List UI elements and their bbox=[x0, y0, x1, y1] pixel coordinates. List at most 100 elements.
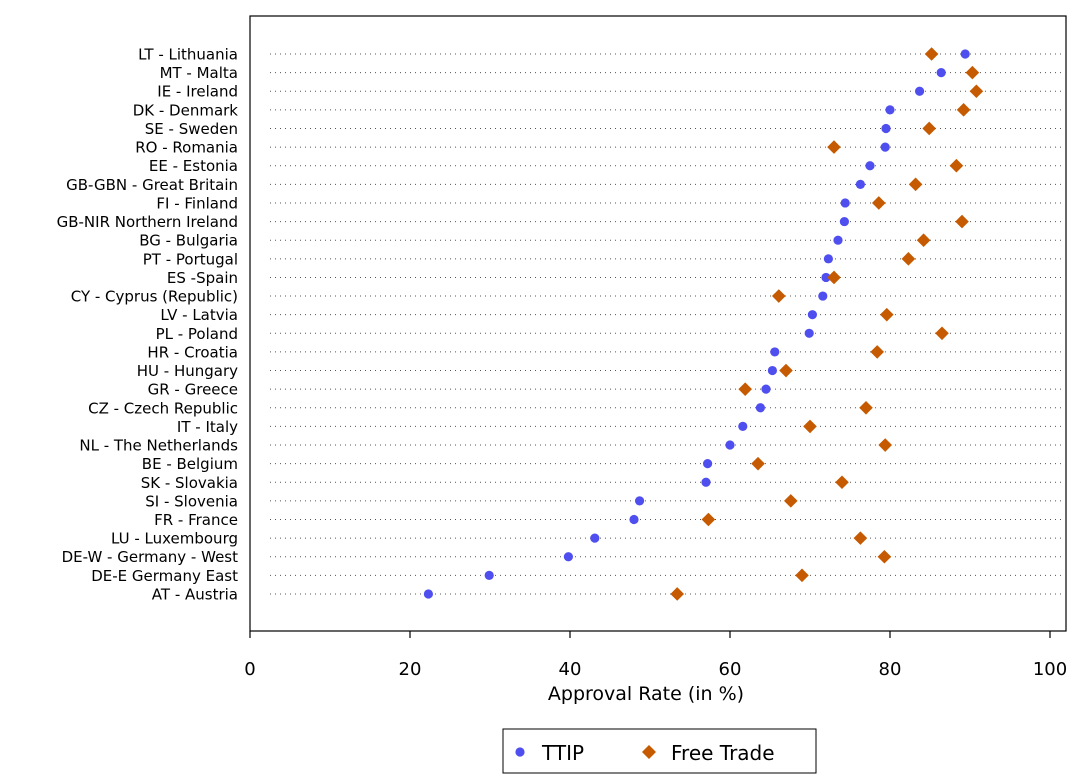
x-tick-label-40: 40 bbox=[559, 659, 582, 680]
ttip-point-pt-portugal bbox=[823, 254, 834, 264]
country-label-ie-ireland: IE - Ireland bbox=[157, 83, 238, 101]
ttip-point-be-belgium bbox=[703, 459, 713, 469]
ttip-point-de-e-germany-east bbox=[484, 570, 494, 580]
free-trade-point-bg-bulgaria bbox=[916, 233, 931, 247]
ttip-point-mt-malta bbox=[936, 68, 946, 78]
country-label-it-italy: IT - Italy bbox=[177, 418, 238, 436]
country-label-mt-malta: MT - Malta bbox=[160, 64, 238, 82]
free-trade-point-pl-poland bbox=[935, 326, 949, 341]
ttip-point-gr-greece bbox=[761, 384, 771, 394]
free-trade-point-cz-czech-republic bbox=[859, 400, 873, 415]
free-trade-point-lu-luxembourg bbox=[853, 531, 868, 545]
country-label-lu-luxembourg: LU - Luxembourg bbox=[111, 530, 238, 548]
ttip-point-hu-hungary bbox=[767, 365, 778, 376]
country-label-sk-slovakia: SK - Slovakia bbox=[141, 474, 238, 492]
ttip-point-ro-romania bbox=[880, 142, 890, 152]
ttip-point-sk-slovakia bbox=[701, 477, 711, 487]
country-label-de-e-germany-east: DE-E Germany East bbox=[91, 567, 238, 585]
ttip-point-gb-nir-northern-ireland bbox=[839, 216, 850, 227]
free-trade-series bbox=[670, 47, 984, 601]
x-axis-ticks: 0 20 40 60 80 100 bbox=[244, 631, 1067, 680]
free-trade-point-ee-estonia bbox=[949, 158, 964, 173]
free-trade-point-sk-slovakia bbox=[835, 475, 849, 490]
free-trade-point-ro-romania bbox=[827, 140, 841, 154]
plot-border bbox=[249, 15, 1067, 632]
ttip-point-de-w-germany-west bbox=[563, 552, 574, 562]
ttip-point-at-austria bbox=[423, 589, 433, 599]
ttip-point-dk-denmark bbox=[885, 105, 895, 115]
country-label-fr-france: FR - France bbox=[154, 511, 238, 529]
free-trade-point-fi-finland bbox=[872, 196, 886, 210]
ttip-point-lv-latvia bbox=[807, 310, 818, 320]
country-label-dk-denmark: DK - Denmark bbox=[133, 101, 239, 119]
free-trade-point-dk-denmark bbox=[956, 103, 971, 117]
legend-free-trade-label: Free Trade bbox=[671, 741, 775, 765]
free-trade-point-be-belgium bbox=[751, 456, 765, 471]
ttip-point-nl-the-netherlands bbox=[725, 440, 735, 450]
country-label-nl-the-netherlands: NL - The Netherlands bbox=[79, 437, 238, 455]
country-label-fi-finland: FI - Finland bbox=[156, 194, 238, 212]
country-label-ee-estonia: EE - Estonia bbox=[149, 157, 238, 175]
country-label-at-austria: AT - Austria bbox=[152, 585, 238, 603]
free-trade-point-gb-gbn-great-britain bbox=[908, 177, 923, 192]
country-label-pt-portugal: PT - Portugal bbox=[143, 250, 238, 268]
ttip-point-pl-poland bbox=[804, 328, 814, 338]
ttip-point-hr-croatia bbox=[770, 347, 780, 357]
free-trade-point-de-w-germany-west bbox=[877, 549, 892, 564]
legend-ttip-marker bbox=[515, 747, 525, 757]
country-label-gb-gbn-great-britain: GB-GBN - Great Britain bbox=[66, 176, 238, 194]
legend-box bbox=[502, 728, 817, 774]
country-label-de-w-germany-west: DE-W - Germany - West bbox=[62, 548, 239, 566]
country-label-cy-cyprus-republic: CY - Cyprus (Republic) bbox=[71, 288, 238, 306]
country-label-se-sweden: SE - Sweden bbox=[145, 120, 238, 138]
country-label-cz-czech-republic: CZ - Czech Republic bbox=[88, 399, 238, 417]
free-trade-point-se-sweden bbox=[922, 121, 936, 136]
ttip-point-fi-finland bbox=[840, 198, 850, 208]
free-trade-point-es-spain bbox=[827, 270, 841, 285]
free-trade-point-it-italy bbox=[803, 419, 817, 434]
country-label-hu-hungary: HU - Hungary bbox=[137, 362, 238, 380]
free-trade-point-mt-malta bbox=[965, 65, 980, 80]
ttip-series bbox=[423, 49, 970, 599]
country-label-lt-lithuania: LT - Lithuania bbox=[138, 46, 238, 64]
ttip-point-cy-cyprus-republic bbox=[818, 291, 828, 301]
ttip-point-cz-czech-republic bbox=[755, 403, 766, 413]
legend-free-trade-marker bbox=[642, 745, 656, 759]
row-guides bbox=[270, 53, 1064, 595]
x-tick-label-0: 0 bbox=[244, 659, 255, 680]
ttip-point-it-italy bbox=[738, 421, 748, 431]
free-trade-point-cy-cyprus-republic bbox=[772, 289, 786, 303]
x-tick-label-100: 100 bbox=[1033, 659, 1067, 680]
free-trade-point-nl-the-netherlands bbox=[878, 438, 892, 452]
free-trade-point-lt-lithuania bbox=[924, 47, 939, 61]
ttip-point-ee-estonia bbox=[865, 161, 875, 171]
legend-ttip-label: TTIP bbox=[541, 741, 584, 765]
x-tick-label-60: 60 bbox=[719, 659, 742, 680]
country-label-bg-bulgaria: BG - Bulgaria bbox=[139, 232, 238, 250]
legend: TTIP Free Trade bbox=[502, 728, 817, 774]
free-trade-point-de-e-germany-east bbox=[795, 568, 809, 583]
free-trade-point-fr-france bbox=[701, 512, 716, 527]
free-trade-point-lv-latvia bbox=[880, 307, 894, 322]
free-trade-point-gb-nir-northern-ireland bbox=[955, 214, 969, 229]
ttip-point-ie-ireland bbox=[915, 86, 925, 96]
x-tick-label-80: 80 bbox=[879, 659, 902, 680]
x-tick-label-20: 20 bbox=[399, 659, 422, 680]
ttip-point-fr-france bbox=[629, 514, 639, 525]
ttip-point-lt-lithuania bbox=[960, 49, 970, 59]
plot-frame bbox=[249, 15, 1067, 632]
country-label-pl-poland: PL - Poland bbox=[156, 325, 238, 343]
country-label-lv-latvia: LV - Latvia bbox=[160, 306, 238, 324]
ttip-point-es-spain bbox=[821, 272, 831, 283]
ttip-point-gb-gbn-great-britain bbox=[855, 179, 866, 189]
country-label-hr-croatia: HR - Croatia bbox=[147, 343, 238, 361]
free-trade-point-at-austria bbox=[670, 587, 684, 601]
ttip-point-se-sweden bbox=[881, 123, 891, 134]
free-trade-point-gr-greece bbox=[738, 382, 752, 396]
country-label-gr-greece: GR - Greece bbox=[148, 381, 238, 399]
ttip-point-si-slovenia bbox=[635, 496, 645, 506]
country-label-be-belgium: BE - Belgium bbox=[142, 455, 238, 473]
free-trade-point-hr-croatia bbox=[870, 345, 884, 359]
